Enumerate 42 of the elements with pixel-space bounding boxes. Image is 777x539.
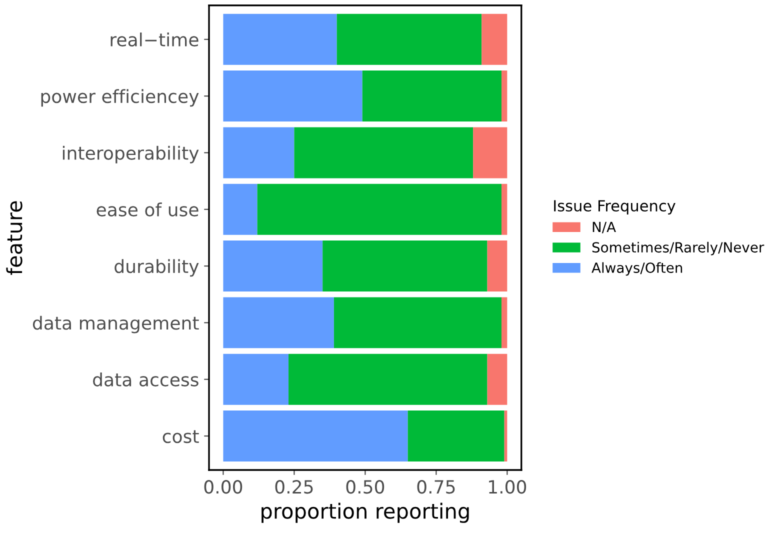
- bar: [223, 14, 337, 65]
- legend-label: N/A: [592, 222, 616, 234]
- bar: [336, 14, 482, 65]
- y-tick-label: interoperability: [62, 146, 199, 164]
- bar: [223, 410, 408, 462]
- bar: [223, 354, 289, 405]
- bar: [473, 127, 508, 178]
- x-tick-label: 0.25: [275, 480, 313, 494]
- bar: [294, 127, 474, 178]
- bar: [408, 410, 504, 462]
- y-tick-label: ease of use: [96, 202, 198, 216]
- bar: [223, 297, 334, 348]
- bar: [501, 297, 508, 348]
- x-tick-label: 0.50: [346, 480, 384, 494]
- bar: [223, 127, 294, 178]
- bar: [223, 240, 323, 292]
- bar: [487, 354, 508, 405]
- y-tick-label: data management: [32, 316, 199, 334]
- y-tick-label: power efficiencey: [41, 89, 199, 107]
- bar: [501, 184, 508, 235]
- y-tick-label: real−time: [110, 32, 198, 47]
- bar: [223, 70, 362, 122]
- y-tick-label: data access: [93, 372, 198, 386]
- y-tick-label: cost: [162, 430, 199, 444]
- x-axis-title: proportion reporting: [262, 502, 469, 523]
- y-tick-label: durability: [114, 259, 199, 277]
- bar: [362, 70, 502, 122]
- bar: [487, 240, 508, 292]
- bar: [322, 240, 488, 292]
- legend-label: Always/Often: [592, 262, 682, 276]
- x-tick-label: 1.00: [489, 480, 526, 494]
- x-tick-label: 0.75: [417, 480, 455, 494]
- legend-label: Sometimes/Rarely/Never: [592, 242, 764, 256]
- bar: [257, 184, 502, 235]
- bar: [501, 70, 508, 122]
- bar: [223, 184, 258, 235]
- bar: [482, 14, 508, 65]
- legend-title: Issue Frequency: [554, 200, 676, 215]
- bar: [334, 297, 502, 348]
- y-axis-title: feature: [6, 201, 22, 275]
- x-tick-label: 0.00: [204, 480, 242, 494]
- bar: [288, 354, 488, 405]
